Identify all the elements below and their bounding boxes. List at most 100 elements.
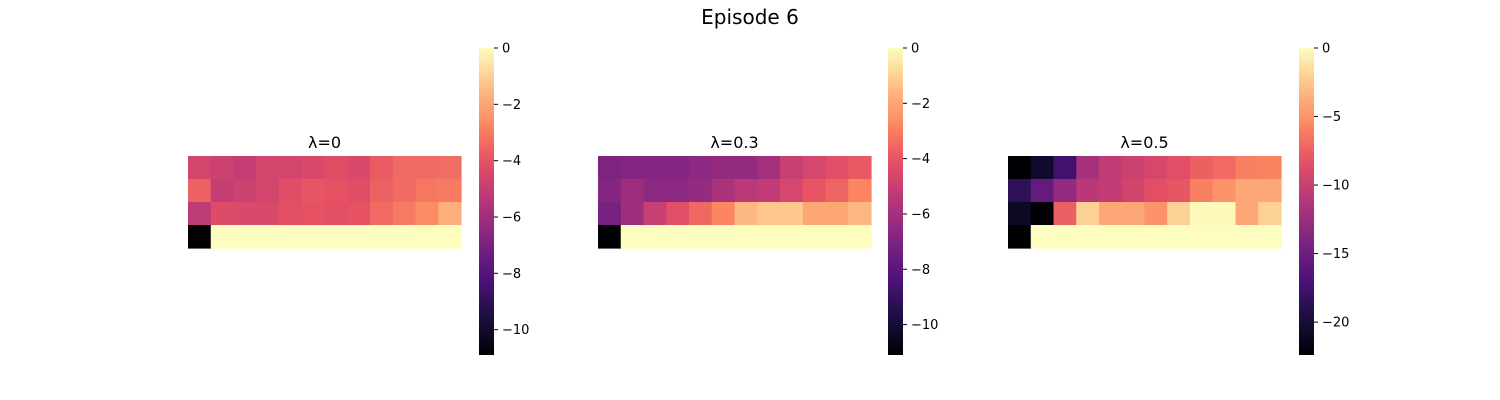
colorbar: 0 −2 −4 −6 −8 −10 bbox=[479, 42, 529, 355]
heatmap-cell-r1-c11 bbox=[848, 179, 872, 203]
heatmap-cell-r3-c11 bbox=[438, 225, 462, 249]
heatmap-cell-r0-c9 bbox=[392, 156, 417, 180]
heatmap-cell-r0-c4 bbox=[279, 156, 303, 180]
heatmap-cell-r2-c11 bbox=[438, 202, 462, 226]
heatmap-cell-r0-c5 bbox=[1121, 156, 1146, 180]
heatmap-cell-r0-c10 bbox=[415, 156, 439, 180]
heatmap-cell-r3-c1 bbox=[620, 225, 645, 249]
heatmap-cell-r1-c6 bbox=[324, 179, 348, 203]
heatmap-cell-r3-c3 bbox=[1076, 225, 1100, 249]
heatmap-cell-r2-c5 bbox=[1121, 202, 1146, 226]
heatmap-cell-r3-c9 bbox=[802, 225, 827, 249]
heatmap-cell-r0-c3 bbox=[256, 156, 280, 180]
heatmap-cell-r1-c10 bbox=[825, 179, 849, 203]
heatmap-cell-r0-c11 bbox=[438, 156, 462, 180]
heatmap-cell-r3-c2 bbox=[1053, 225, 1077, 249]
heatmap-cell-r2-c6 bbox=[734, 202, 758, 226]
heatmap-cell-r3-c11 bbox=[848, 225, 872, 249]
heatmap-cell-r1-c0 bbox=[598, 179, 622, 203]
heatmap-cell-r3-c6 bbox=[734, 225, 758, 249]
heatmap-cell-r1-c9 bbox=[802, 179, 827, 203]
heatmap-cell-r3-c0 bbox=[598, 225, 622, 249]
colorbar-tick-label: −20 bbox=[1322, 316, 1349, 331]
heatmap-cell-r3-c9 bbox=[1212, 225, 1237, 249]
heatmap-cell-r3-c8 bbox=[370, 225, 394, 249]
colorbar-tick-label: 0 bbox=[1322, 42, 1330, 57]
heatmap-cell-r2-c7 bbox=[347, 202, 371, 226]
heatmap-cell-r1-c6 bbox=[1144, 179, 1168, 203]
colorbar-tick-label: −2 bbox=[911, 97, 930, 112]
heatmap-cell-r3-c5 bbox=[301, 225, 326, 249]
heatmap-cell-r2-c11 bbox=[848, 202, 872, 226]
heatmap-cell-r1-c7 bbox=[1167, 179, 1191, 203]
heatmap-cell-r1-c9 bbox=[1212, 179, 1237, 203]
heatmap-cell-r0-c7 bbox=[347, 156, 371, 180]
heatmap-cell-r2-c8 bbox=[370, 202, 394, 226]
heatmap-cell-r2-c0 bbox=[188, 202, 212, 226]
heatmap-cell-r2-c9 bbox=[392, 202, 417, 226]
heatmap-cell-r2-c3 bbox=[1076, 202, 1100, 226]
heatmap-cell-r0-c1 bbox=[210, 156, 235, 180]
heatmap-cell-r0-c7 bbox=[1167, 156, 1191, 180]
heatmap-cell-r3-c7 bbox=[1167, 225, 1191, 249]
heatmap-cell-r1-c2 bbox=[1053, 179, 1077, 203]
heatmap-cell-r3-c3 bbox=[666, 225, 690, 249]
colorbar-tick-label: −10 bbox=[911, 318, 938, 333]
heatmap-cell-r1-c2 bbox=[643, 179, 667, 203]
heatmap-cell-r0-c0 bbox=[188, 156, 212, 180]
heatmap-cell-r2-c2 bbox=[1053, 202, 1077, 226]
heatmap-cell-r3-c2 bbox=[643, 225, 667, 249]
colorbar-tick-label: −6 bbox=[911, 207, 930, 222]
heatmap-cell-r3-c1 bbox=[1030, 225, 1055, 249]
heatmap-cell-r0-c4 bbox=[1099, 156, 1123, 180]
heatmap-panel-3: λ=0.5 0 −5 −10 −15 −20 bbox=[1008, 42, 1349, 355]
heatmap-cell-r0-c9 bbox=[1212, 156, 1237, 180]
heatmap-cell-r2-c5 bbox=[711, 202, 736, 226]
colorbar-tick-label: −5 bbox=[1322, 110, 1341, 125]
heatmap-cell-r0-c4 bbox=[689, 156, 713, 180]
figure-title: Episode 6 bbox=[701, 5, 799, 29]
heatmap-cell-r1-c1 bbox=[1030, 179, 1055, 203]
heatmap-cell-r2-c7 bbox=[1167, 202, 1191, 226]
heatmap-cell-r0-c1 bbox=[620, 156, 645, 180]
colorbar: 0 −5 −10 −15 −20 bbox=[1299, 42, 1349, 355]
colorbar-tick-label: −15 bbox=[1322, 247, 1349, 262]
heatmap-cell-r0-c3 bbox=[1076, 156, 1100, 180]
heatmap-cell-r2-c2 bbox=[233, 202, 257, 226]
colorbar-tick-label: −2 bbox=[502, 98, 521, 113]
heatmap-cell-r0-c8 bbox=[780, 156, 804, 180]
heatmap-cell-r3-c7 bbox=[347, 225, 371, 249]
heatmap-cell-r0-c6 bbox=[1144, 156, 1168, 180]
heatmap-cell-r3-c0 bbox=[1008, 225, 1032, 249]
heatmap-cell-r0-c11 bbox=[848, 156, 872, 180]
heatmap-cell-r1-c7 bbox=[347, 179, 371, 203]
heatmap-cell-r1-c5 bbox=[301, 179, 326, 203]
heatmap-cell-r2-c7 bbox=[757, 202, 781, 226]
heatmap-cell-r0-c1 bbox=[1030, 156, 1055, 180]
heatmap-cell-r1-c5 bbox=[711, 179, 736, 203]
heatmap-cell-r0-c10 bbox=[825, 156, 849, 180]
colorbar-tick-label: −8 bbox=[502, 267, 521, 282]
heatmap-cell-r2-c4 bbox=[279, 202, 303, 226]
heatmap-cell-r3-c9 bbox=[392, 225, 417, 249]
heatmap-cell-r0-c11 bbox=[1258, 156, 1282, 180]
heatmap-cell-r1-c11 bbox=[438, 179, 462, 203]
heatmap-cell-r0-c8 bbox=[370, 156, 394, 180]
heatmap-cell-r1-c3 bbox=[1076, 179, 1100, 203]
heatmap-cell-r0-c10 bbox=[1235, 156, 1259, 180]
heatmap-cell-r2-c8 bbox=[780, 202, 804, 226]
heatmap-cell-r1-c4 bbox=[689, 179, 713, 203]
heatmap-cell-r0-c0 bbox=[1008, 156, 1032, 180]
heatmap-cell-r1-c10 bbox=[1235, 179, 1259, 203]
heatmap-cell-r2-c4 bbox=[689, 202, 713, 226]
heatmap-cell-r3-c7 bbox=[757, 225, 781, 249]
heatmap-cell-r2-c4 bbox=[1099, 202, 1123, 226]
heatmap-cell-r3-c10 bbox=[825, 225, 849, 249]
heatmap-cell-r0-c8 bbox=[1190, 156, 1214, 180]
heatmap-cell-r1-c4 bbox=[279, 179, 303, 203]
heatmap-cell-r0-c9 bbox=[802, 156, 827, 180]
colorbar-gradient bbox=[888, 48, 903, 355]
heatmap-cell-r0-c6 bbox=[324, 156, 348, 180]
heatmap-cell-r3-c0 bbox=[188, 225, 212, 249]
heatmap-cell-r3-c8 bbox=[780, 225, 804, 249]
